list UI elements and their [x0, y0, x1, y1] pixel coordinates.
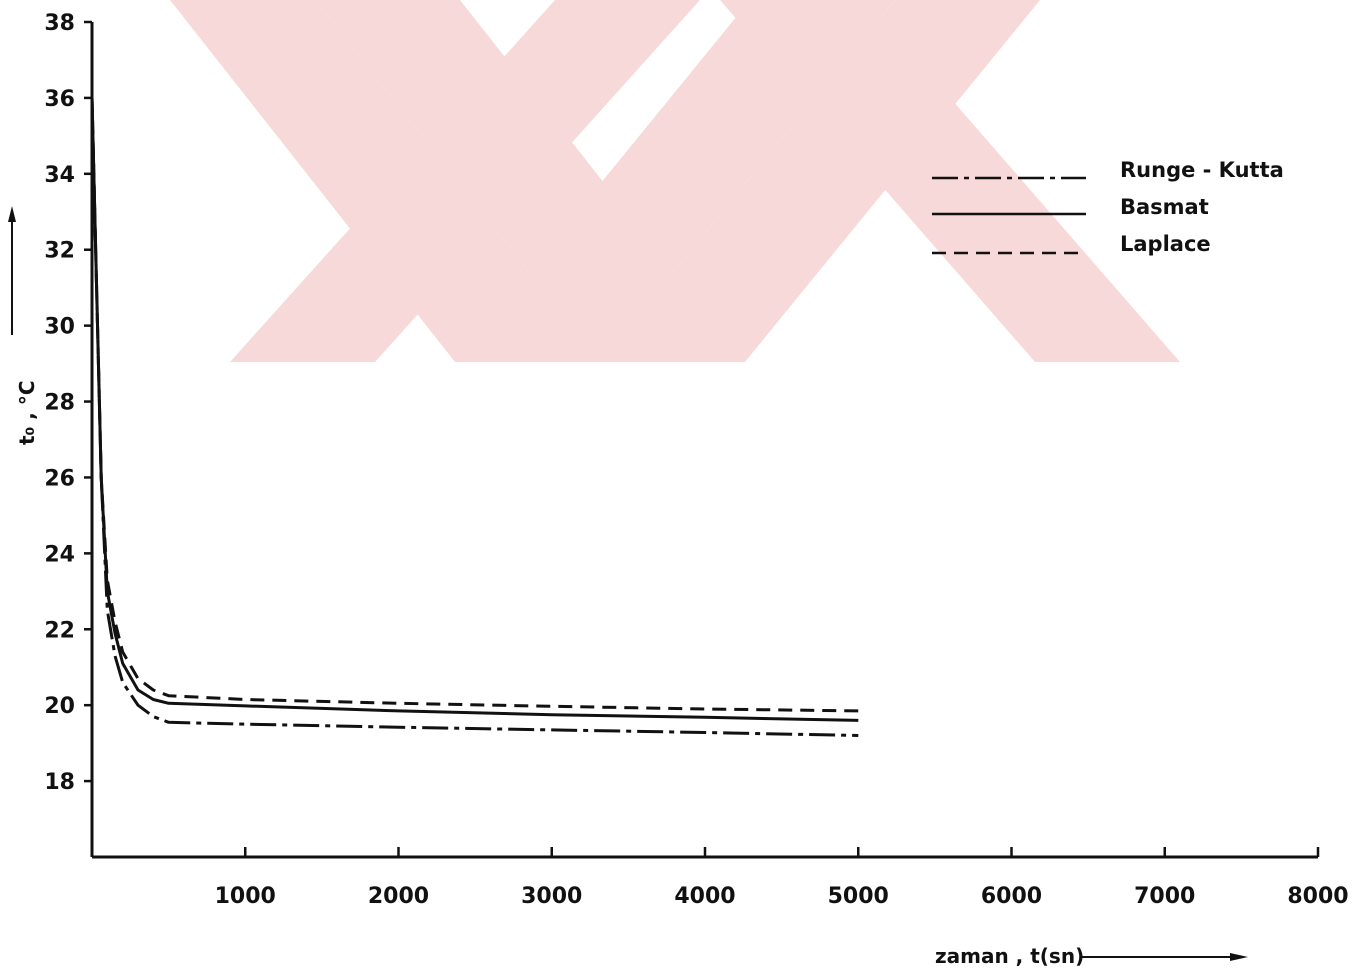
y-tick-label: 20	[44, 694, 75, 719]
x-tick-label: 2000	[368, 884, 429, 909]
x-ticks: 1000 2000 3000 4000 5000 6000 7000 8000	[215, 847, 1349, 909]
watermark-logo	[170, 0, 1180, 362]
x-tick-label: 1000	[215, 884, 276, 909]
series-lines	[90, 97, 859, 737]
legend-label-runge-kutta: Runge - Kutta	[1120, 158, 1284, 182]
x-tick-label: 4000	[674, 884, 735, 909]
y-tick-label: 34	[44, 163, 75, 188]
y-tick-label: 28	[44, 391, 75, 416]
legend: Runge - Kutta Basmat Laplace	[932, 158, 1284, 256]
x-axis-arrow-head	[1230, 953, 1248, 961]
x-axis-label: zaman , t(sn)	[935, 944, 1084, 968]
y-tick-label: 38	[44, 11, 75, 36]
x-tick-label: 5000	[828, 884, 889, 909]
series-line-laplace	[90, 97, 859, 713]
y-axis-arrow-head	[8, 206, 16, 222]
legend-label-basmat: Basmat	[1120, 195, 1209, 219]
x-tick-label: 8000	[1287, 884, 1348, 909]
y-axis-label: t₀ , °C	[15, 380, 39, 445]
y-tick-label: 24	[44, 542, 75, 567]
y-tick-label: 18	[44, 770, 75, 795]
y-tick-label: 32	[44, 239, 75, 264]
x-tick-label: 6000	[981, 884, 1042, 909]
y-tick-label: 22	[44, 618, 75, 643]
x-tick-label: 7000	[1134, 884, 1195, 909]
x-tick-label: 3000	[521, 884, 582, 909]
y-tick-label: 30	[44, 315, 75, 340]
legend-label-laplace: Laplace	[1120, 232, 1211, 256]
y-ticks: 18 20 22 24 26 28 30 32 34 36 38	[44, 11, 92, 795]
y-tick-label: 26	[44, 466, 75, 491]
y-tick-label: 36	[44, 87, 75, 112]
